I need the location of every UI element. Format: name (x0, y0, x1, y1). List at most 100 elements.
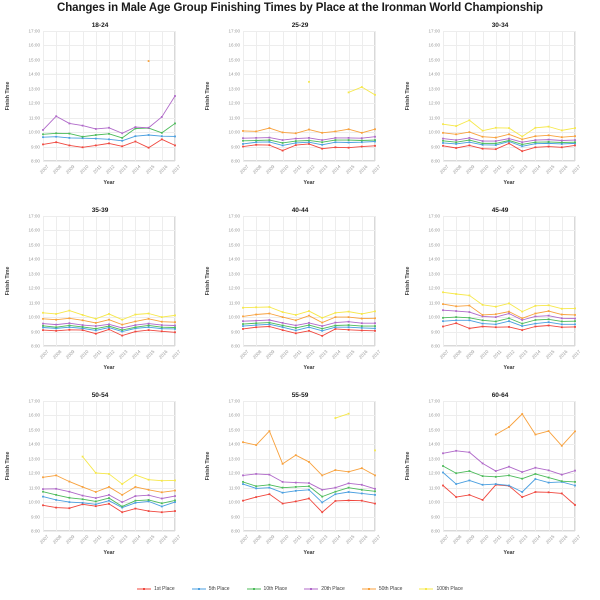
data-point-marker (160, 330, 163, 333)
data-point-marker (94, 505, 97, 508)
gridline-vertical (322, 216, 324, 346)
data-point-marker (360, 313, 363, 315)
data-point-marker (268, 312, 271, 315)
data-point-marker (360, 139, 363, 142)
y-axis-tick-label: 14:00 (228, 71, 241, 77)
data-point-marker (55, 474, 58, 477)
data-point-marker (308, 136, 310, 139)
x-axis-tick-label: 2012 (504, 349, 516, 360)
gridline-vertical (322, 31, 324, 161)
data-point-marker (334, 136, 337, 139)
gridline-vertical (148, 216, 150, 346)
y-axis-tick-label: 8:00 (431, 343, 440, 349)
gridline-vertical (122, 401, 124, 531)
data-point-marker (108, 502, 110, 505)
x-axis-tick-label: 2010 (478, 164, 490, 175)
x-axis-tick-label: 2009 (265, 349, 276, 360)
y-axis-tick-label: 16:00 (428, 42, 441, 48)
data-point-marker (94, 321, 97, 324)
y-axis-tick-label: 8:00 (231, 528, 240, 534)
data-point-marker (347, 139, 350, 141)
data-point-marker (442, 131, 444, 134)
data-point-marker (547, 491, 550, 494)
x-axis-tick-label: 2016 (157, 349, 169, 360)
data-point-marker (242, 320, 244, 323)
data-point-marker (94, 128, 97, 130)
x-axis-label: Year (103, 550, 115, 556)
gridline-vertical (469, 31, 471, 161)
series-layer (242, 412, 376, 514)
data-point-marker (547, 324, 550, 327)
series-layer (442, 291, 576, 332)
y-axis-tick-label: 9:00 (31, 144, 40, 150)
data-point-marker (160, 320, 163, 323)
data-point-marker (494, 126, 497, 129)
gridline-vertical (548, 31, 550, 161)
y-axis-tick-label: 10:00 (428, 314, 441, 320)
legend-item-10th-place[interactable]: 10th Place (246, 586, 287, 592)
legend-item-100th-place[interactable]: 100th Place (419, 586, 463, 592)
data-point-marker (121, 329, 124, 332)
gridline-vertical (148, 401, 150, 531)
plot-area: 8:00 9:00 10:00 11:00 12:00 13:00 14:00 15:00 16… (229, 29, 382, 175)
legend-label: 1st Place (154, 586, 175, 592)
x-axis-tick-label: 2007 (238, 349, 250, 360)
data-point-marker (468, 451, 471, 454)
gridline-vertical (309, 31, 310, 161)
data-point-marker (160, 479, 163, 482)
data-point-marker (134, 495, 137, 497)
data-point-marker (281, 149, 284, 152)
data-point-marker (334, 316, 337, 319)
x-axis-tick-label: 2015 (144, 349, 156, 360)
x-axis-tick-label: 2010 (478, 534, 490, 545)
gridline-vertical (495, 31, 497, 161)
y-axis-label: Finish Time (205, 266, 211, 296)
data-point-marker (347, 316, 350, 319)
legend-item-5th-place[interactable]: 5th Place (191, 586, 230, 592)
legend-item-50th-place[interactable]: 50th Place (361, 586, 402, 592)
data-point-marker (147, 312, 150, 315)
y-axis-tick-label: 14:00 (428, 441, 441, 447)
data-point-marker (68, 507, 71, 510)
data-point-marker (455, 322, 458, 325)
data-point-marker (68, 480, 71, 483)
legend-swatch-icon (246, 588, 261, 590)
x-axis-tick-label: 2009 (65, 164, 76, 175)
data-point-marker (281, 131, 284, 134)
legend-item-20th-place[interactable]: 20th Place (304, 586, 345, 592)
data-point-marker (68, 136, 71, 139)
x-axis-tick-label: 2017 (170, 164, 182, 175)
data-point-marker (534, 325, 537, 328)
x-axis-tick-label: 2017 (370, 349, 382, 360)
data-point-marker (268, 139, 271, 141)
y-axis-tick-label: 11:00 (428, 300, 440, 306)
data-point-marker (308, 143, 310, 145)
data-point-marker (294, 140, 297, 142)
data-point-marker (147, 499, 150, 501)
data-point-marker (560, 320, 563, 323)
data-point-marker (94, 472, 97, 474)
data-point-marker (94, 317, 97, 320)
data-point-marker (81, 137, 84, 140)
x-axis-tick-label: 2009 (465, 534, 476, 545)
data-point-marker (42, 324, 44, 327)
data-point-marker (134, 507, 137, 510)
data-point-marker (134, 326, 137, 329)
data-point-marker (121, 330, 124, 333)
data-point-marker (374, 325, 376, 327)
data-point-marker (468, 493, 471, 496)
data-point-marker (521, 143, 524, 146)
gridline-vertical (522, 401, 524, 531)
y-axis-tick-label: 13:00 (28, 271, 41, 277)
data-point-marker (468, 316, 471, 319)
legend-item-1st-place[interactable]: 1st Place (137, 586, 175, 592)
data-point-marker (68, 309, 71, 312)
y-axis-tick-label: 14:00 (28, 71, 41, 77)
data-point-marker (108, 497, 110, 499)
legend-swatch-icon (361, 588, 376, 590)
series-line (495, 413, 576, 447)
y-axis-tick-label: 14:00 (28, 441, 41, 447)
subplot-title: 30-34 (491, 22, 509, 29)
data-point-marker (374, 317, 376, 320)
data-point-marker (508, 317, 510, 320)
